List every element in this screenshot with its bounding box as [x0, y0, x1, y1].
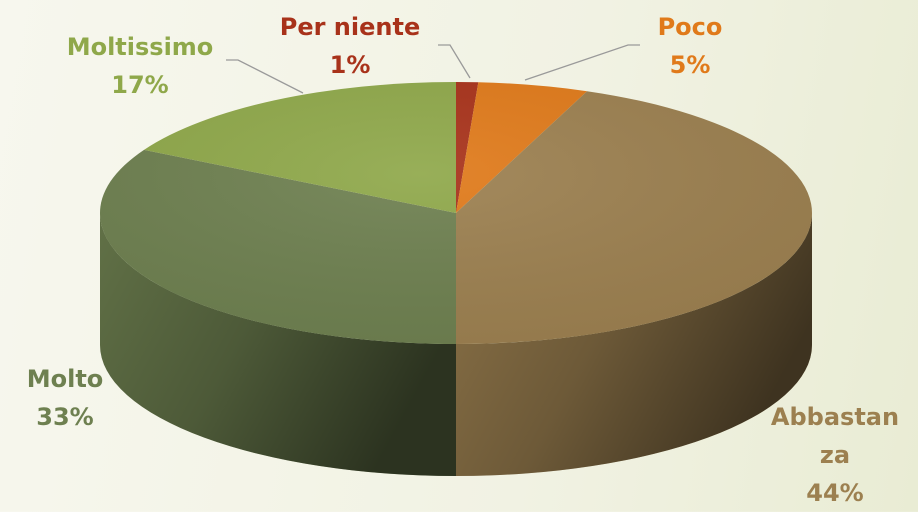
value-label: 33%: [36, 403, 94, 431]
category-label: Moltissimo: [66, 33, 214, 61]
value-label: 1%: [329, 51, 371, 79]
leader-line: [438, 44, 471, 79]
category-label: Poco: [657, 13, 723, 41]
side-shade: [456, 213, 812, 476]
data-label: Per niente 1%: [250, 8, 450, 84]
category-label: Abbastanza: [770, 403, 900, 469]
data-label: Poco 5%: [620, 8, 760, 84]
data-label: Moltissimo 17%: [40, 28, 240, 104]
side-shade: [100, 213, 456, 476]
category-label: Per niente: [279, 13, 421, 41]
leader-line: [524, 44, 640, 81]
top-gloss: [100, 82, 812, 344]
category-label: Molto: [26, 365, 104, 393]
value-label: 17%: [111, 71, 169, 99]
value-label: 5%: [669, 51, 711, 79]
value-label: 44%: [806, 479, 864, 507]
leader-line: [226, 59, 304, 94]
data-label: Molto 33%: [0, 360, 130, 436]
data-label: Abbastanza 44%: [765, 398, 905, 512]
